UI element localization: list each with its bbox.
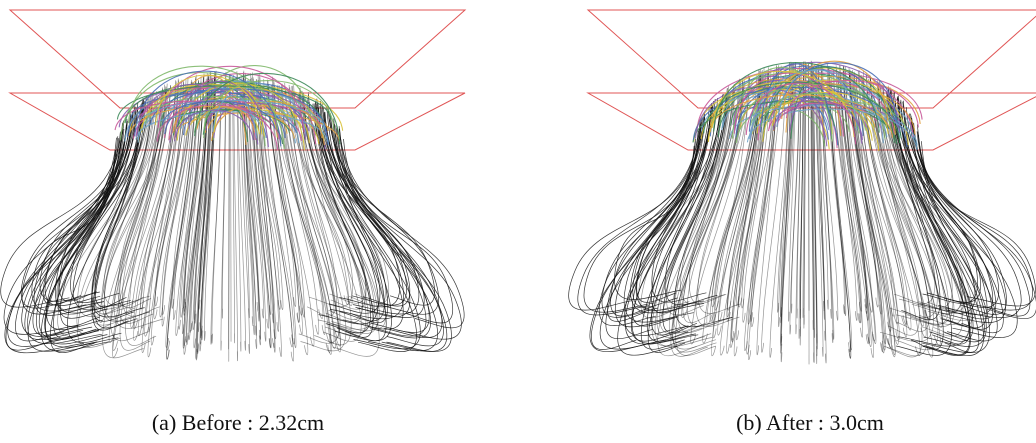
hair-strand xyxy=(328,109,442,338)
caption: (a) Before : 2.32cm xyxy=(152,410,324,435)
caption: (b) After : 3.0cm xyxy=(736,410,884,435)
hair-strand xyxy=(330,118,437,351)
hair-strand xyxy=(229,75,230,349)
panel-after xyxy=(569,10,1036,364)
hair-strand xyxy=(22,130,123,314)
hair-strand xyxy=(4,132,120,335)
figure: (a) Before : 2.32cm (b) After : 3.0cm xyxy=(0,0,1036,443)
panel-before xyxy=(1,10,465,361)
hair-strand xyxy=(340,129,452,352)
page: (a) Before : 2.32cm (b) After : 3.0cm ((… xyxy=(0,0,1036,443)
hair-strand xyxy=(578,123,700,315)
